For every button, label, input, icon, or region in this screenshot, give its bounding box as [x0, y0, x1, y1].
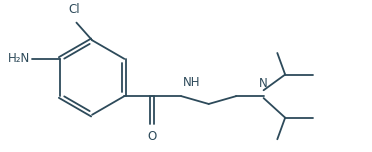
Text: O: O — [147, 130, 157, 143]
Text: Cl: Cl — [69, 3, 80, 16]
Text: H₂N: H₂N — [8, 52, 31, 65]
Text: N: N — [259, 77, 268, 90]
Text: NH: NH — [183, 76, 201, 89]
